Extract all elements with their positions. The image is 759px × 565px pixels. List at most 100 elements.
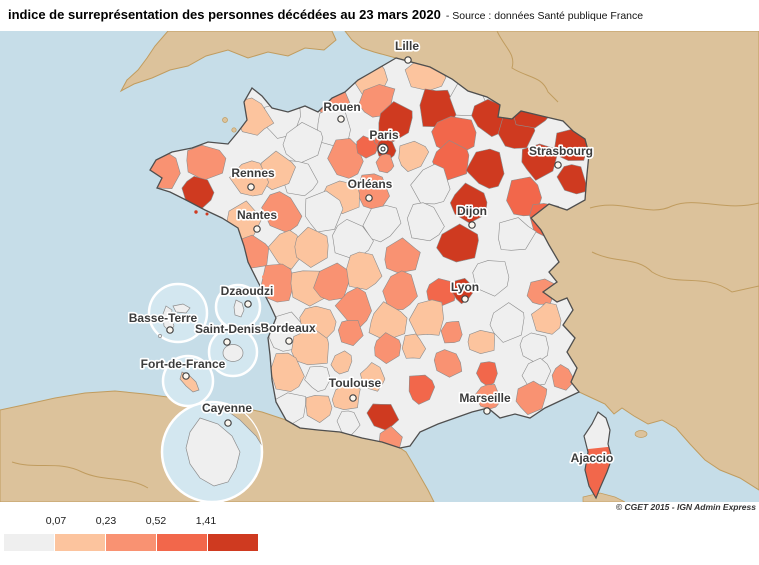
legend-swatches bbox=[4, 534, 259, 551]
city-marker bbox=[404, 56, 412, 64]
city-label-rennes: Rennes bbox=[231, 166, 275, 180]
city-label-basse-terre: Basse-Terre bbox=[129, 311, 198, 325]
department-cell: Ariège bbox=[336, 410, 361, 436]
city-marker bbox=[166, 326, 174, 334]
department-cell: Yonne bbox=[410, 163, 451, 205]
city-marker bbox=[365, 194, 373, 202]
legend-swatch-5 bbox=[208, 534, 259, 551]
city-label-orleans: Orléans bbox=[348, 177, 393, 191]
legend: 0,07 0,23 0,52 1,41 bbox=[4, 515, 274, 557]
legend-break-4: 1,41 bbox=[195, 515, 217, 527]
department-cell: Puy-de-Dôme bbox=[382, 270, 418, 310]
department-cell: Hérault bbox=[408, 374, 436, 405]
england-landmass bbox=[119, 30, 337, 93]
page-title: indice de surreprésentation des personne… bbox=[8, 7, 441, 22]
city-label-toulouse: Toulouse bbox=[329, 376, 382, 390]
department-cell: Alpes-Maritimes bbox=[551, 364, 575, 391]
department-cell: Haute-Vienne bbox=[313, 262, 351, 301]
department-cell: Cher bbox=[362, 205, 402, 243]
city-label-strasbourg: Strasbourg bbox=[529, 144, 593, 158]
department-cell: Tarn-et-Garonne bbox=[330, 350, 353, 375]
department-cell: Drôme bbox=[467, 329, 495, 355]
morbihan-islet bbox=[205, 212, 209, 216]
department-cell: Indre-et-Loire bbox=[304, 190, 344, 233]
france-choropleth-map: Pas-de-CalaisNordSommeAisneOiseArdennesM… bbox=[0, 30, 759, 504]
department-cell: Lozère bbox=[401, 333, 427, 359]
city-nantes: Nantes bbox=[235, 206, 279, 233]
legend-break-1: 0,07 bbox=[45, 515, 67, 527]
city-toulouse: Toulouse bbox=[327, 374, 383, 402]
city-lyon: Lyon bbox=[449, 278, 481, 303]
france-mainland: Pas-de-CalaisNordSommeAisneOiseArdennesM… bbox=[149, 57, 590, 449]
department-cell: Allier bbox=[384, 237, 421, 274]
department-cell: Essonne bbox=[375, 153, 395, 174]
city-marker bbox=[223, 338, 231, 346]
map-copyright: © CGET 2015 - IGN Admin Express bbox=[615, 502, 756, 512]
channel-island bbox=[231, 127, 237, 133]
department-cell: Haute-Loire bbox=[408, 299, 444, 336]
department-cell: Haut-Rhin bbox=[556, 164, 587, 195]
city-marker bbox=[468, 221, 476, 229]
island-dot bbox=[158, 334, 162, 338]
city-saint-denis: Saint-Denis bbox=[193, 320, 263, 346]
city-label-nantes: Nantes bbox=[237, 208, 277, 222]
department-cell: Tarn bbox=[359, 362, 386, 392]
city-label-rouen: Rouen bbox=[323, 100, 360, 114]
city-label-lyon: Lyon bbox=[451, 280, 479, 294]
city-marker bbox=[182, 372, 190, 380]
city-marker bbox=[244, 300, 252, 308]
inset-circle-guadeloupe bbox=[147, 282, 209, 344]
island-mayotte bbox=[233, 299, 245, 318]
city-marker bbox=[224, 419, 232, 427]
city-rouen: Rouen bbox=[322, 98, 362, 123]
city-marseille: Marseille bbox=[458, 389, 513, 415]
island-guyane bbox=[185, 417, 241, 487]
corsica-outline bbox=[583, 411, 613, 500]
department-cell: Vaucluse bbox=[476, 361, 498, 387]
france-outline bbox=[149, 57, 590, 449]
morbihan-islet bbox=[194, 210, 198, 214]
oleron-islet bbox=[262, 275, 266, 279]
department-cell: Hautes-Pyrénées bbox=[305, 395, 333, 423]
legend-swatch-3 bbox=[106, 534, 157, 551]
department-cell: Vosges bbox=[521, 143, 558, 181]
city-ajaccio: Ajaccio bbox=[569, 449, 615, 466]
department-cell: Côtes-d'Armor bbox=[186, 144, 227, 181]
city-marker bbox=[461, 295, 469, 303]
legend-swatch-1 bbox=[4, 534, 55, 551]
department-cell: Haute-Garonne bbox=[331, 383, 361, 411]
overseas-islands bbox=[158, 299, 262, 487]
map-container: Pas-de-CalaisNordSommeAisneOiseArdennesM… bbox=[0, 30, 759, 504]
island-reunion bbox=[222, 344, 244, 362]
city-orleans: Orléans bbox=[346, 175, 394, 202]
department-cell: Var bbox=[515, 380, 548, 415]
city-label-cayenne: Cayenne bbox=[202, 401, 252, 415]
city-marker bbox=[380, 146, 386, 152]
city-cayenne: Cayenne bbox=[200, 399, 254, 427]
city-bordeaux: Bordeaux bbox=[259, 319, 318, 345]
city-marker bbox=[285, 337, 293, 345]
city-label-marseille: Marseille bbox=[459, 391, 511, 405]
island-grande-terre bbox=[172, 303, 191, 314]
department-cell: Loire bbox=[426, 278, 457, 307]
source-note: - Source : données Santé publique France bbox=[445, 10, 644, 22]
city-label-paris: Paris bbox=[369, 128, 399, 142]
department-cell: Yvelines bbox=[356, 135, 380, 159]
city-marker bbox=[554, 161, 562, 169]
city-basse-terre: Basse-Terre bbox=[127, 309, 199, 334]
city-label-lille: Lille bbox=[395, 39, 419, 53]
department-cell: Creuse bbox=[346, 251, 383, 290]
city-marker bbox=[483, 407, 491, 415]
city-paris: Paris bbox=[368, 126, 401, 155]
city-marker bbox=[247, 183, 255, 191]
legend-break-2: 0,23 bbox=[95, 515, 117, 527]
department-cell: Jura bbox=[498, 217, 537, 251]
department-cell: Morbihan bbox=[181, 175, 215, 210]
country-borders bbox=[11, 30, 759, 489]
department-cell: Saône-et-Loire bbox=[436, 223, 479, 263]
city-lille: Lille bbox=[393, 37, 421, 64]
department-cell: Aveyron bbox=[374, 332, 402, 364]
department-cell: Ain bbox=[472, 260, 510, 297]
city-rennes: Rennes bbox=[230, 164, 277, 191]
department-cell: Alpes-de-Haute-Provence bbox=[521, 357, 552, 387]
